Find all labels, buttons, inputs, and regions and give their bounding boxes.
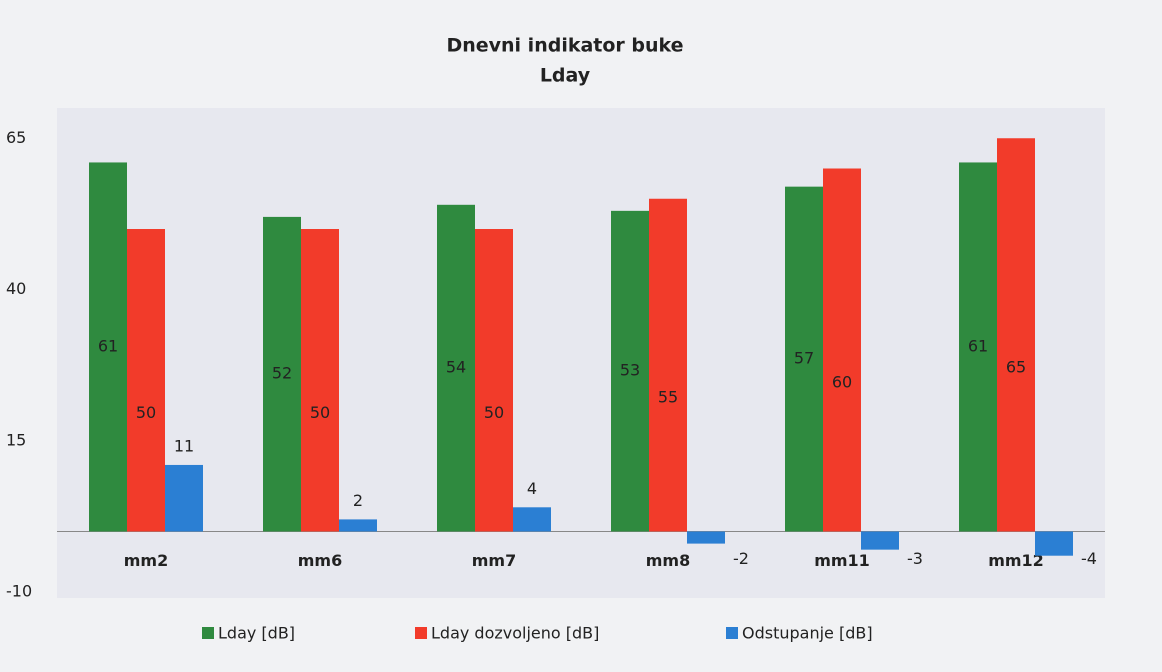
bar [437, 204, 475, 532]
value-label: 50 [136, 403, 156, 422]
y-tick-label: -10 [6, 582, 32, 601]
plot-area [57, 108, 1105, 598]
bar [513, 507, 551, 532]
x-tick-label: mm12 [988, 551, 1044, 570]
value-label: 57 [794, 349, 814, 368]
value-label: 11 [174, 436, 194, 455]
x-tick-label: mm8 [646, 551, 690, 570]
chart-subtitle: Lday [540, 65, 591, 87]
bar [89, 162, 127, 532]
legend-label: Lday dozvoljeno [dB] [431, 624, 599, 643]
bar [165, 464, 203, 532]
bar [301, 229, 339, 532]
value-label: -3 [907, 549, 923, 568]
value-label: 4 [527, 479, 537, 498]
bar [649, 198, 687, 532]
value-label: 53 [620, 361, 640, 380]
x-tick-label: mm7 [472, 551, 516, 570]
value-label: 60 [832, 373, 852, 392]
value-label: 61 [98, 336, 118, 355]
bar [785, 186, 823, 532]
legend-label: Lday [dB] [218, 624, 295, 643]
x-tick-label: mm2 [124, 551, 168, 570]
value-label: 52 [272, 364, 292, 383]
bar [611, 210, 649, 532]
bar [959, 162, 997, 532]
value-label: 54 [446, 358, 466, 377]
value-label: 50 [310, 403, 330, 422]
legend-swatch [202, 627, 214, 639]
x-tick-label: mm11 [814, 551, 870, 570]
bar [687, 531, 725, 544]
y-tick-label: 65 [6, 128, 26, 147]
bar [339, 519, 377, 532]
x-tick-label: mm6 [298, 551, 342, 570]
value-label: 61 [968, 336, 988, 355]
chart-title: Dnevni indikator buke [446, 35, 683, 57]
bar [263, 216, 301, 532]
bar [861, 531, 899, 550]
bar [823, 168, 861, 532]
value-label: 65 [1006, 357, 1026, 376]
value-label: 50 [484, 403, 504, 422]
value-label: 2 [353, 491, 363, 510]
value-label: 55 [658, 388, 678, 407]
bar [1035, 531, 1073, 556]
y-tick-label: 40 [6, 279, 26, 298]
bar [997, 138, 1035, 532]
legend-swatch [415, 627, 427, 639]
bar [127, 229, 165, 532]
legend-swatch [726, 627, 738, 639]
value-label: -4 [1081, 549, 1097, 568]
value-label: -2 [733, 549, 749, 568]
bar [475, 229, 513, 532]
legend-label: Odstupanje [dB] [742, 624, 873, 643]
y-tick-label: 15 [6, 430, 26, 449]
